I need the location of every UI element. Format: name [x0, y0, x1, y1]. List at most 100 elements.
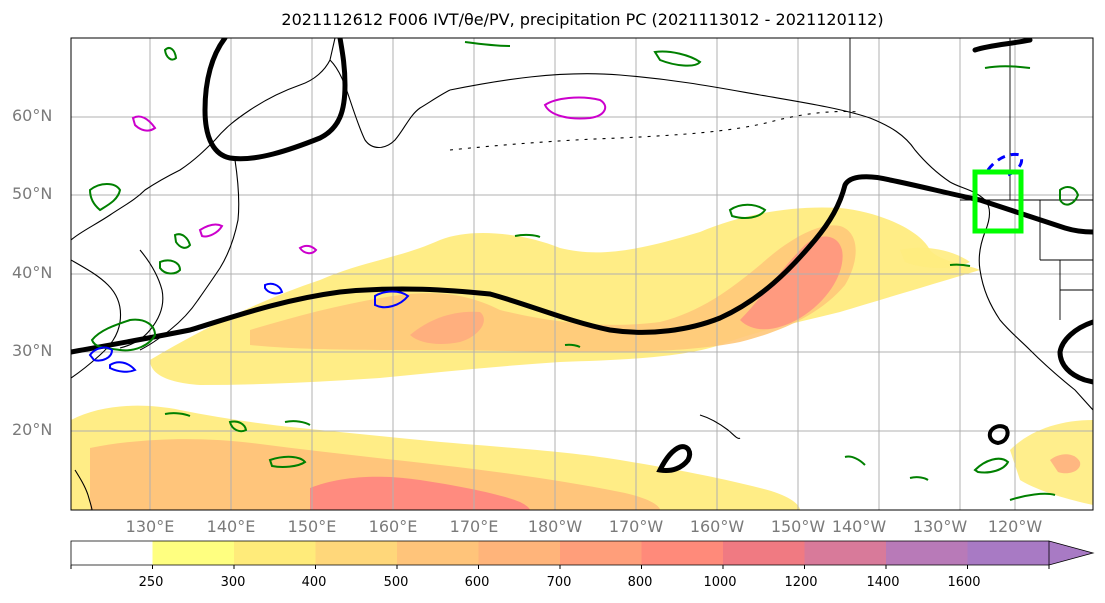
lon-label: 140°W [831, 517, 887, 536]
colorbar-segment [804, 541, 887, 565]
canada-border [849, 38, 1093, 320]
colorbar-segment [641, 541, 724, 565]
precip-band-south-core [90, 439, 660, 510]
ivt-contours [71, 38, 1093, 473]
theta-e-contour [909, 476, 929, 481]
lon-label: 130°E [125, 517, 175, 536]
theta-e-contour [1059, 186, 1080, 206]
colorbar-tick-label: 300 [220, 575, 246, 590]
lat-label: 30°N [12, 341, 53, 360]
colorbar-segment [71, 541, 153, 565]
theta-e-contour [949, 263, 971, 267]
map-frame [70, 37, 1094, 511]
precip-band-north-max [740, 236, 843, 330]
colorbar-tick-label: 1400 [866, 575, 900, 590]
graticule [71, 38, 1093, 510]
lat-label: 50°N [12, 184, 53, 203]
lon-label: 130°W [912, 517, 968, 536]
pv-contour-magenta [543, 96, 607, 120]
pv-contour-magenta [298, 244, 318, 255]
theta-e-contour [973, 457, 1010, 474]
theta-e-contour [163, 47, 178, 61]
colorbar-segment [478, 541, 561, 565]
colorbar [70, 540, 1095, 569]
theta-e-contour [464, 41, 511, 47]
colorbar-segment [560, 541, 642, 565]
korea-coastline [119, 249, 164, 349]
precip-small-patch [900, 247, 970, 268]
lon-label: 180°W [527, 517, 583, 536]
precipitation-shading [71, 207, 1093, 510]
colorbar-segment [967, 541, 1050, 565]
ivt-contour-small-loop [987, 424, 1010, 446]
theta-e-contour [268, 455, 307, 468]
pv-contour-blue [374, 290, 410, 309]
alaska-coastline [449, 73, 1093, 411]
pv-contour-blue [264, 282, 284, 295]
precip-band-north-secondary [410, 311, 484, 344]
lon-label: 150°E [287, 517, 337, 536]
colorbar-tick-label: 500 [383, 575, 409, 590]
precip-band-north-core [250, 225, 856, 352]
colorbar-tick-label: 700 [546, 575, 572, 590]
theta-e-contour [653, 50, 702, 67]
theta-e-contour [88, 183, 122, 212]
lon-label: 150°W [770, 517, 826, 536]
colorbar-tick-label: 1600 [947, 575, 981, 590]
theta-e-contour [284, 420, 311, 426]
pv-contour-blue [109, 361, 137, 373]
ivt-contour-bering [202, 38, 348, 162]
colorbar-tick-label: 250 [138, 575, 164, 590]
lon-label: 120°W [987, 517, 1043, 536]
colorbar-segment [886, 541, 968, 565]
theta-e-contour [1009, 492, 1056, 501]
hawaii-islands [699, 414, 741, 439]
theta-e-contour [159, 259, 182, 275]
precip-band-north [150, 207, 980, 385]
theta-e-contour [728, 203, 767, 219]
theta-e-contour [228, 420, 248, 433]
theta-e-contour [164, 412, 191, 417]
map-title: 2021112612 F006 IVT/θe/PV, precipitation… [281, 10, 884, 29]
theta-e-contour [564, 343, 581, 348]
precip-east-patch [1010, 420, 1093, 505]
colorbar-extend-arrow [1048, 540, 1095, 566]
ivt-contour-california [1057, 319, 1093, 385]
philippines-coastline [74, 469, 93, 510]
asia-coastline [71, 38, 336, 241]
lat-label: 20°N [12, 420, 53, 439]
pv-contour-magenta [198, 223, 224, 238]
theta-e-contour [514, 233, 541, 238]
theta-e-contours [88, 41, 1080, 501]
lon-label: 170°E [449, 517, 499, 536]
pv-contour-blue [88, 346, 114, 362]
lon-label: 140°E [206, 517, 256, 536]
lat-label: 60°N [12, 106, 53, 125]
target-region-box [972, 169, 1024, 234]
colorbar-tick-label: 1000 [703, 575, 737, 590]
theta-e-contour [984, 65, 1031, 69]
ivt-contour-alaska [972, 38, 1033, 53]
colorbar-segment [397, 541, 479, 565]
theta-e-contour [844, 455, 866, 466]
lon-label: 170°W [608, 517, 664, 536]
precip-east-patch-core [1050, 454, 1081, 474]
colorbar-segment [315, 541, 398, 565]
colorbar-segment [723, 541, 805, 565]
theta-e-contour [173, 233, 192, 249]
lat-label: 40°N [12, 263, 53, 282]
lon-label: 160°W [689, 517, 745, 536]
colorbar-tick-label: 800 [627, 575, 653, 590]
lon-label: 160°E [368, 517, 418, 536]
colorbar-segment [152, 541, 235, 565]
ivt-contour-hawaii-loop [656, 444, 693, 473]
ivt-contour-main [71, 174, 1093, 355]
colorbar-tick-label: 400 [301, 575, 327, 590]
colorbar-tick-label: 1200 [784, 575, 818, 590]
kamchatka-coastline [329, 59, 451, 149]
pv-contour-magenta [131, 115, 157, 132]
precip-band-south-max [310, 476, 530, 510]
colorbar-tick-label: 600 [464, 575, 490, 590]
colorbar-segment [234, 541, 316, 565]
